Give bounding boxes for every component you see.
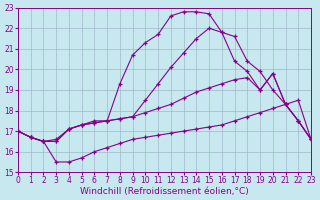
X-axis label: Windchill (Refroidissement éolien,°C): Windchill (Refroidissement éolien,°C) (80, 187, 249, 196)
